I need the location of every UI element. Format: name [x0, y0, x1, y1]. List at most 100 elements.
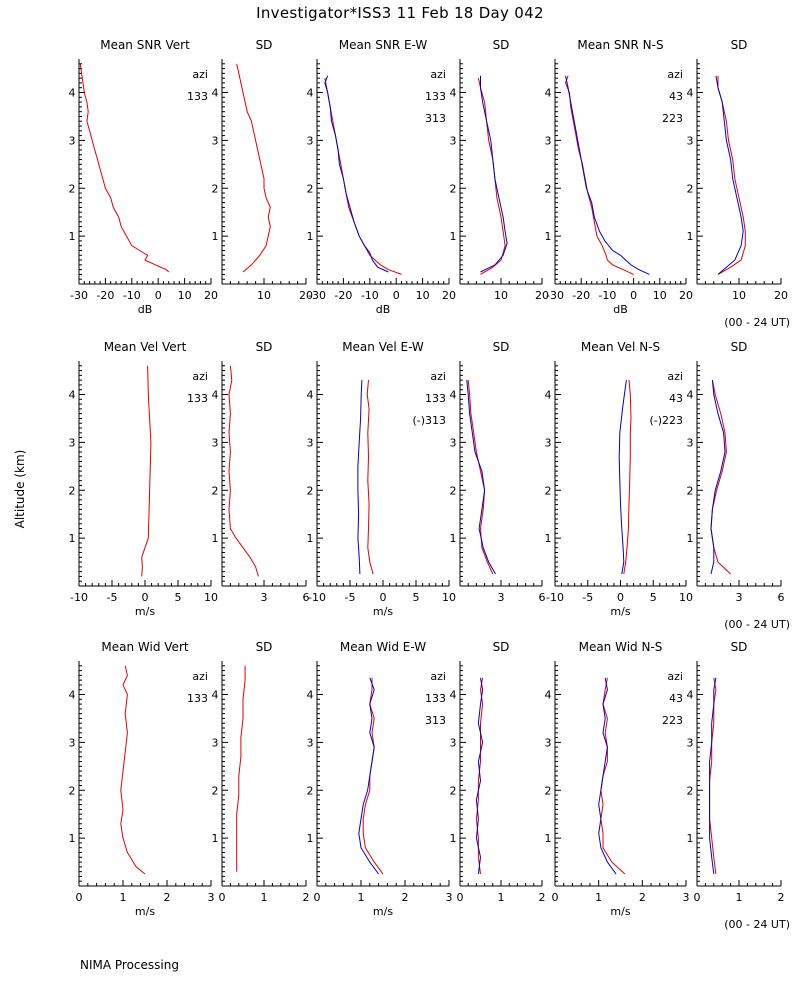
x-tick-label: 10: [442, 591, 456, 604]
y-tick-label: 3: [450, 436, 457, 449]
panel-title: SD: [493, 38, 510, 52]
y-tick-label: 3: [212, 736, 219, 749]
y-tick-label: 4: [69, 689, 76, 702]
x-tick-label: 2: [639, 891, 646, 904]
series-line-red: [710, 380, 731, 575]
x-tick-label: 6: [303, 591, 310, 604]
y-tick-label: 2: [69, 182, 76, 195]
x-tick-label: 2: [164, 891, 171, 904]
y-tick-label: 4: [450, 689, 457, 702]
y-tick-label: 2: [450, 484, 457, 497]
y-tick-label: 4: [307, 389, 314, 402]
legend-entry: 43: [669, 90, 683, 103]
x-tick-label: 20: [299, 289, 313, 302]
x-axis-label: m/s: [610, 605, 630, 618]
x-axis-label: dB: [138, 303, 153, 316]
panel-title: Mean Wid E-W: [340, 640, 426, 654]
x-tick-label: 20: [774, 289, 788, 302]
legend-entry: 133: [425, 392, 446, 405]
y-tick-label: 3: [545, 436, 552, 449]
y-tick-label: 2: [307, 484, 314, 497]
panel-title: Mean Vel N-S: [581, 340, 660, 354]
series-line-red: [366, 380, 374, 575]
y-tick-label: 4: [545, 87, 552, 100]
y-tick-label: 4: [687, 689, 694, 702]
x-tick-label: 0: [380, 591, 387, 604]
y-tick-label: 2: [307, 182, 314, 195]
y-tick-label: 3: [307, 736, 314, 749]
panel-title: Mean SNR Vert: [100, 38, 190, 52]
legend-entry: 223: [662, 714, 683, 727]
y-tick-label: 1: [545, 532, 552, 545]
y-tick-label: 2: [687, 784, 694, 797]
ut-label: (00 - 24 UT): [724, 618, 790, 631]
x-tick-label: 10: [653, 289, 667, 302]
x-tick-label: 20: [679, 289, 693, 302]
x-tick-label: 0: [314, 891, 321, 904]
x-tick-label: 2: [539, 891, 546, 904]
panel-title: SD: [493, 340, 510, 354]
x-axis-label: m/s: [373, 605, 393, 618]
legend-header: azi: [430, 370, 446, 383]
panel-title: Mean Vel E-W: [342, 340, 424, 354]
legend-entry: 133: [187, 90, 208, 103]
panel-r1-c4: [554, 361, 687, 587]
x-tick-label: 5: [175, 591, 182, 604]
panel-r0-c0: [78, 59, 212, 285]
panel-title: SD: [256, 340, 273, 354]
panel-title: SD: [731, 340, 748, 354]
y-tick-label: 2: [69, 784, 76, 797]
y-tick-label: 2: [307, 784, 314, 797]
legend-entry: 43: [669, 692, 683, 705]
y-tick-label: 3: [69, 134, 76, 147]
series-line-red: [477, 77, 506, 275]
x-tick-label: 0: [142, 591, 149, 604]
x-tick-label: 20: [535, 289, 549, 302]
x-tick-label: 10: [416, 289, 430, 302]
y-tick-label: 3: [687, 736, 694, 749]
panel-r2-c3: [459, 661, 543, 887]
y-tick-label: 4: [687, 389, 694, 402]
x-tick-label: 2: [778, 891, 785, 904]
x-tick-label: -10: [361, 289, 379, 302]
x-tick-label: -30: [70, 289, 88, 302]
x-tick-label: 3: [683, 891, 690, 904]
x-tick-label: 10: [257, 289, 271, 302]
x-tick-label: 20: [442, 289, 456, 302]
y-tick-label: 3: [450, 134, 457, 147]
legend-header: azi: [430, 68, 446, 81]
x-tick-label: 3: [446, 891, 453, 904]
x-tick-label: -10: [123, 289, 141, 302]
series-line-blue: [466, 380, 496, 575]
y-tick-label: 1: [69, 532, 76, 545]
panel-title: Mean Vel Vert: [104, 340, 187, 354]
x-tick-label: 1: [595, 891, 602, 904]
x-tick-label: -20: [96, 289, 114, 302]
panel-title: Mean SNR N-S: [577, 38, 663, 52]
y-tick-label: 4: [307, 689, 314, 702]
series-line-red: [324, 78, 402, 275]
panel-r2-c1: [221, 661, 307, 887]
panel-title: Mean SNR E-W: [339, 38, 428, 52]
y-tick-label: 3: [307, 436, 314, 449]
series-line-blue: [565, 75, 650, 275]
x-tick-label: 0: [617, 591, 624, 604]
panel-r0-c4: [554, 59, 687, 285]
legend-entry: 133: [425, 90, 446, 103]
y-tick-label: 1: [687, 532, 694, 545]
y-tick-label: 1: [212, 832, 219, 845]
series-line-red: [623, 380, 632, 575]
series-line-blue: [324, 75, 389, 273]
x-tick-label: 1: [736, 891, 743, 904]
y-tick-label: 4: [450, 389, 457, 402]
y-tick-label: 2: [69, 484, 76, 497]
x-tick-label: 5: [413, 591, 420, 604]
x-tick-label: 10: [732, 289, 746, 302]
x-tick-label: -30: [308, 289, 326, 302]
y-tick-label: 3: [69, 436, 76, 449]
x-tick-label: 3: [736, 591, 743, 604]
panel-r1-c2: [316, 361, 450, 587]
legend-entry: (-)313: [412, 414, 446, 427]
y-tick-label: 1: [687, 230, 694, 243]
y-tick-label: 2: [450, 182, 457, 195]
